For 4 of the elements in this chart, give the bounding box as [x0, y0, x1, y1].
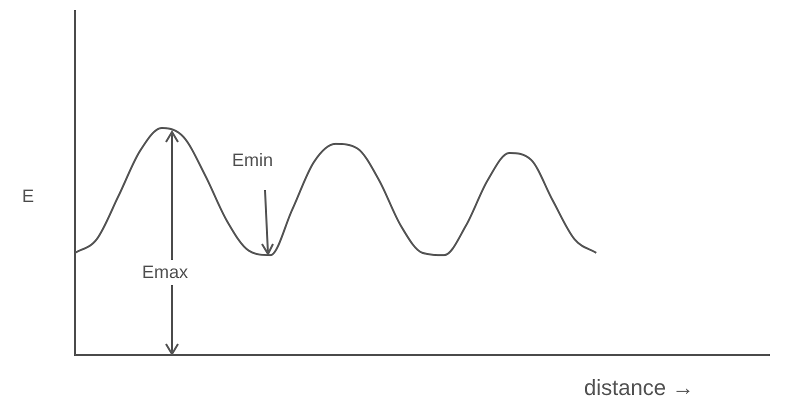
annotation: Emin [232, 150, 274, 171]
y-axis-title: E [22, 186, 34, 207]
annotation: Emax [142, 260, 188, 285]
x-axis-title: distance → [584, 375, 694, 401]
